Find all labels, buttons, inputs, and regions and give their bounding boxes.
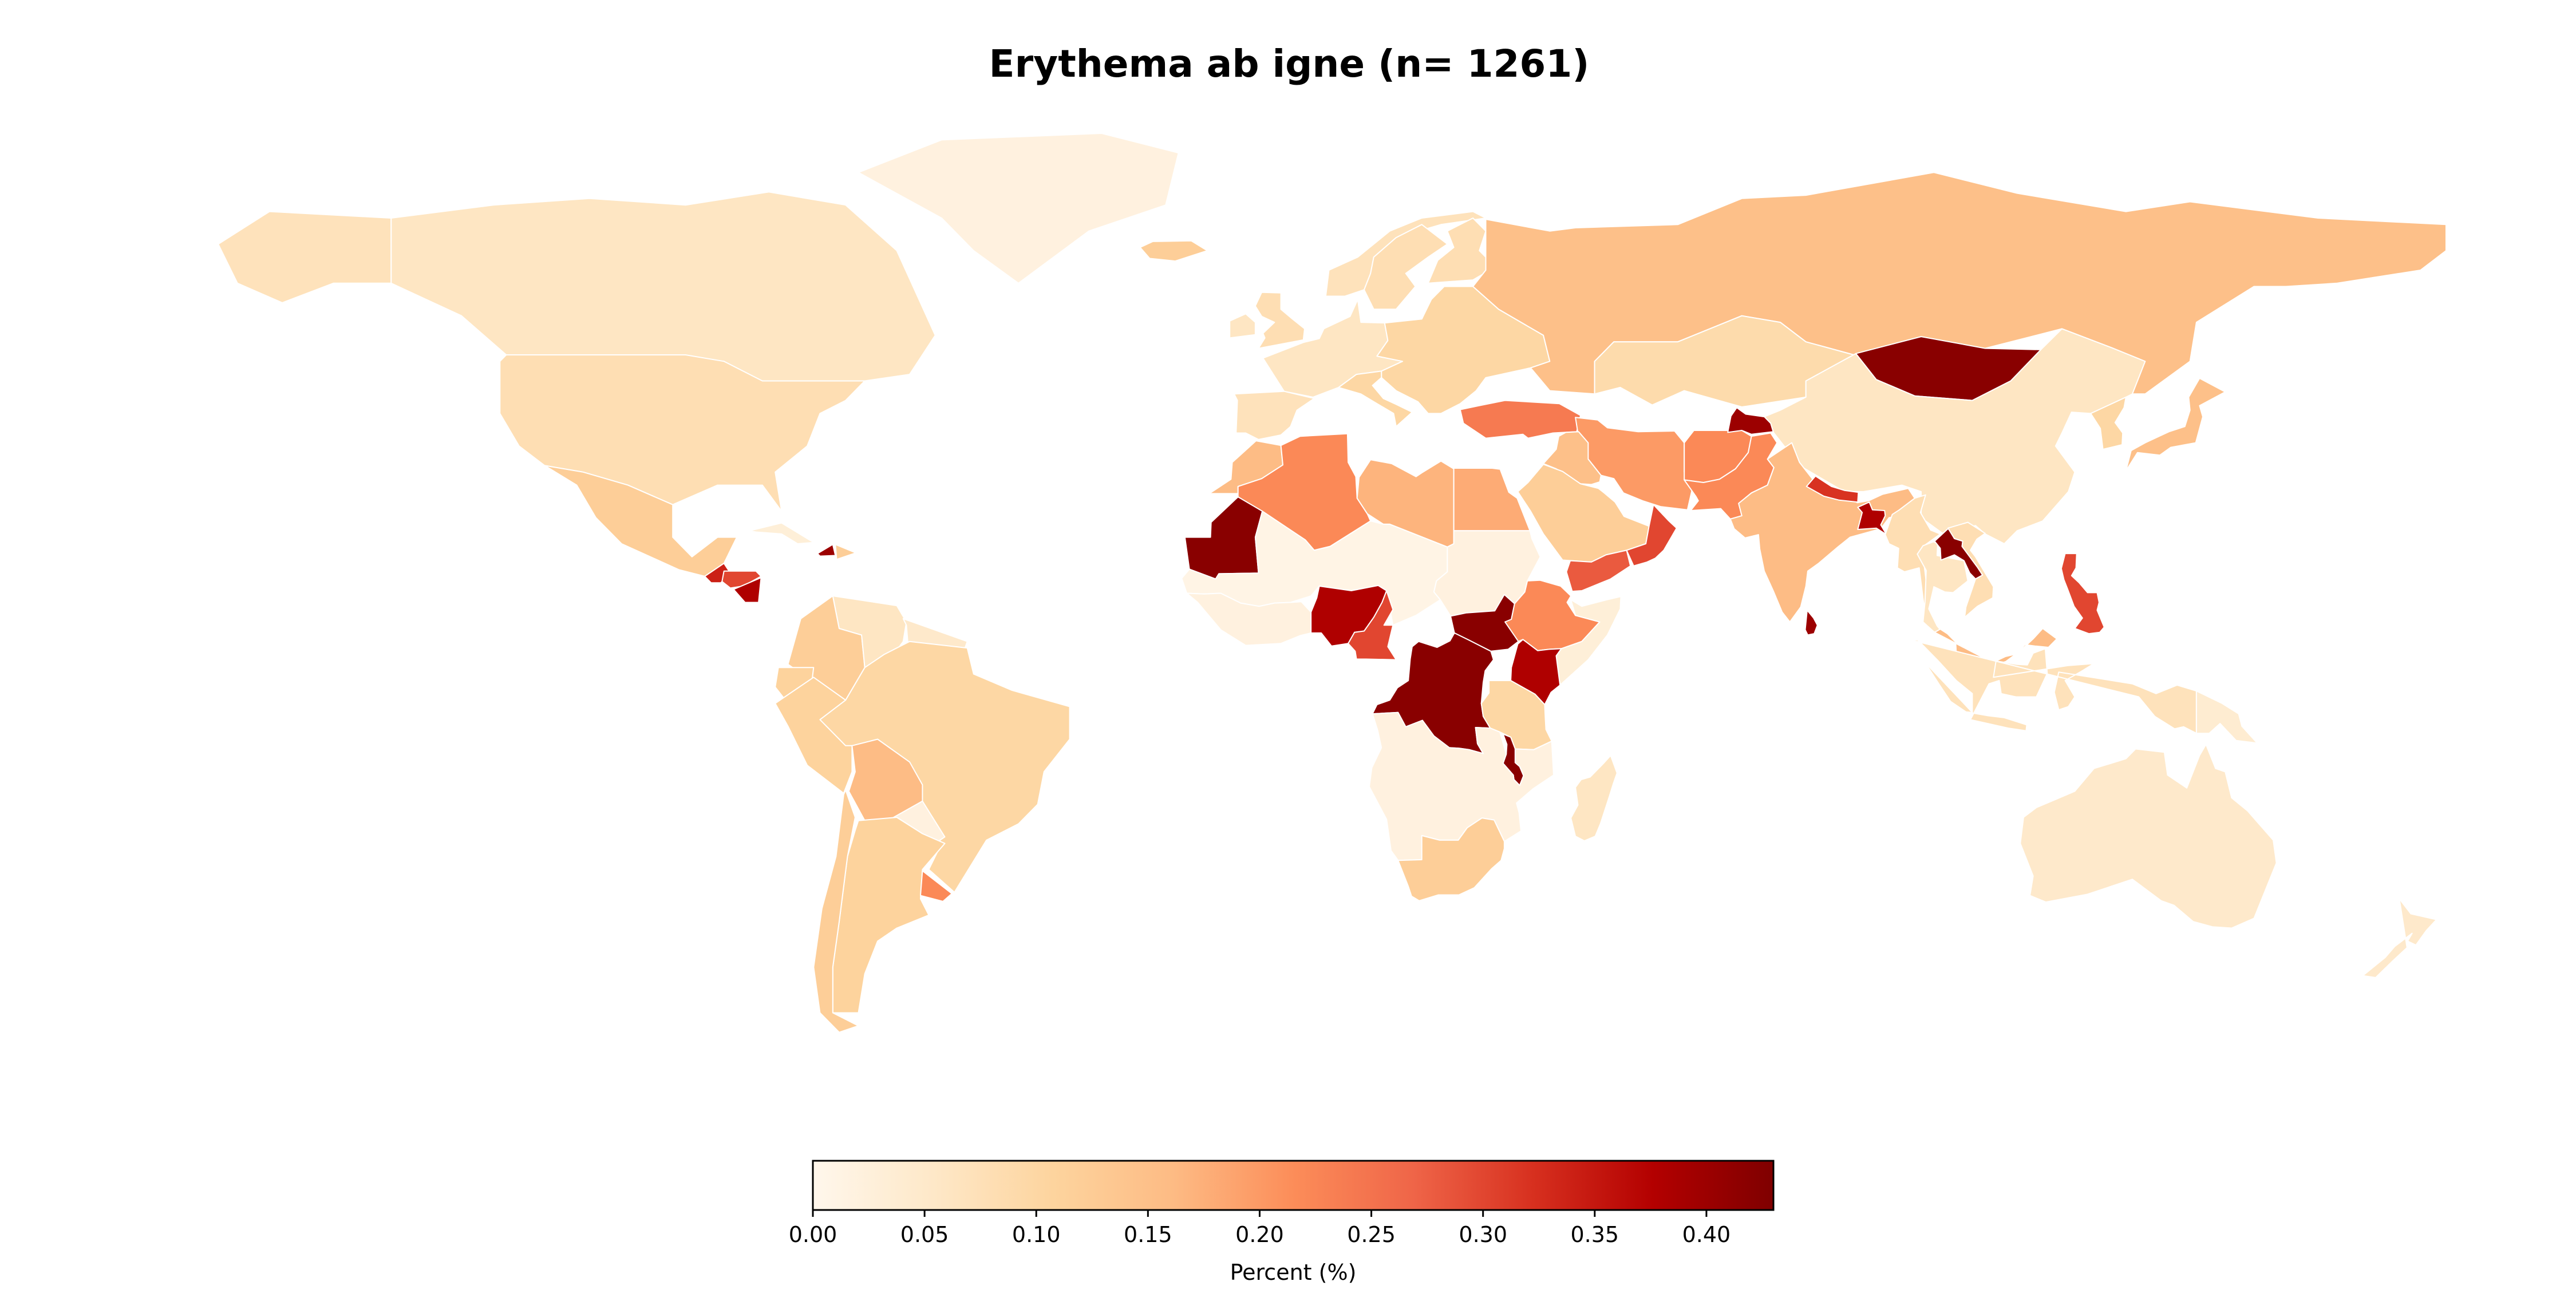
region-tajikistan: Tajikistan <box>1727 407 1774 435</box>
region-mexico: Mexico <box>544 465 738 577</box>
colorbar-frame <box>812 1160 1775 1211</box>
region-nicaragua: Nicaragua <box>733 577 762 603</box>
region-australia: Australia <box>2020 744 2277 929</box>
region-italy: Italy <box>1338 370 1413 428</box>
region-canada: Canada <box>390 191 936 395</box>
region-yemen: Yemen <box>1566 549 1631 592</box>
region-somalia: Somalia <box>1555 596 1622 686</box>
region-papua-new-guinea: Papua New Guinea <box>2195 690 2258 744</box>
region-madagascar: Madagascar <box>1570 754 1618 841</box>
region-china: China <box>1764 328 2146 544</box>
region-ireland: Ireland <box>1229 313 1256 339</box>
region-greenland: Greenland <box>858 133 1179 284</box>
colorbar-tick-label: 0.10 <box>1012 1222 1061 1247</box>
world-map: CanadaAlaskaUnited StatesGreenlandMexico… <box>218 133 2447 1033</box>
region-dominican-republic: Dominican Republic <box>835 544 857 560</box>
colorbar-tick-label: 0.15 <box>1124 1222 1172 1247</box>
colorbar-tick-label: 0.40 <box>1682 1222 1731 1247</box>
region-uruguay: Uruguay <box>920 870 953 902</box>
region-cuba: Cuba <box>749 522 815 544</box>
region-korea: Korea <box>2090 396 2127 450</box>
region-haiti: Haiti <box>817 544 836 557</box>
colorbar: 0.00 0.05 0.10 0.15 0.20 0.25 0.30 0.35 0.40 Per… <box>789 1160 1775 1285</box>
region-indonesia: Indonesia <box>1903 638 2197 734</box>
region-japan: Japan <box>2125 377 2226 472</box>
region-new-zealand: New Zealand <box>2362 898 2437 978</box>
colorbar-tick-label: 0.30 <box>1459 1222 1507 1247</box>
colorbar-fill <box>813 1161 1773 1210</box>
region-mauritania: Mauritania <box>1184 496 1263 580</box>
region-iraq: Iraq <box>1543 431 1602 485</box>
region-chile: Chile <box>813 789 859 1033</box>
region-oman: Oman <box>1626 504 1677 567</box>
chart-title: Erythema ab igne (n= 1261) <box>989 42 1590 86</box>
region-egypt: Egypt <box>1453 468 1531 532</box>
region-spain: Spain <box>1234 390 1315 440</box>
region-sweden: Sweden <box>1364 224 1448 310</box>
region-alaska: Alaska <box>218 211 392 303</box>
region-peru: Peru <box>775 677 853 794</box>
region-turkey: Turkey <box>1459 400 1581 439</box>
colorbar-ticks: 0.00 0.05 0.10 0.15 0.20 0.25 0.30 0.35 0.40 <box>789 1210 1731 1247</box>
region-sri-lanka: Sri Lanka <box>1804 610 1818 636</box>
region-nepal: Nepal <box>1805 475 1859 503</box>
colorbar-tick-label: 0.00 <box>789 1222 837 1247</box>
region-philippines: Philippines <box>2060 553 2105 635</box>
region-vietnam: Vietnam <box>1947 521 1994 618</box>
region-iceland: Iceland <box>1139 240 1208 262</box>
colorbar-tick-label: 0.05 <box>900 1222 949 1247</box>
region-south-africa: South Africa <box>1397 817 1505 901</box>
region-eastern-europe: Eastern Europe <box>1376 286 1551 414</box>
colorbar-tick-label: 0.35 <box>1571 1222 1619 1247</box>
region-united-kingdom: United Kingdom <box>1254 291 1305 349</box>
colorbar-tick-label: 0.25 <box>1347 1222 1396 1247</box>
region-malaysia: Malaysia <box>1934 628 2058 667</box>
colorbar-tick-label: 0.20 <box>1235 1222 1284 1247</box>
region-cameroon: Cameroon <box>1348 590 1397 661</box>
region-bangladesh: Bangladesh <box>1857 501 1887 536</box>
colorbar-label: Percent (%) <box>1230 1260 1357 1285</box>
